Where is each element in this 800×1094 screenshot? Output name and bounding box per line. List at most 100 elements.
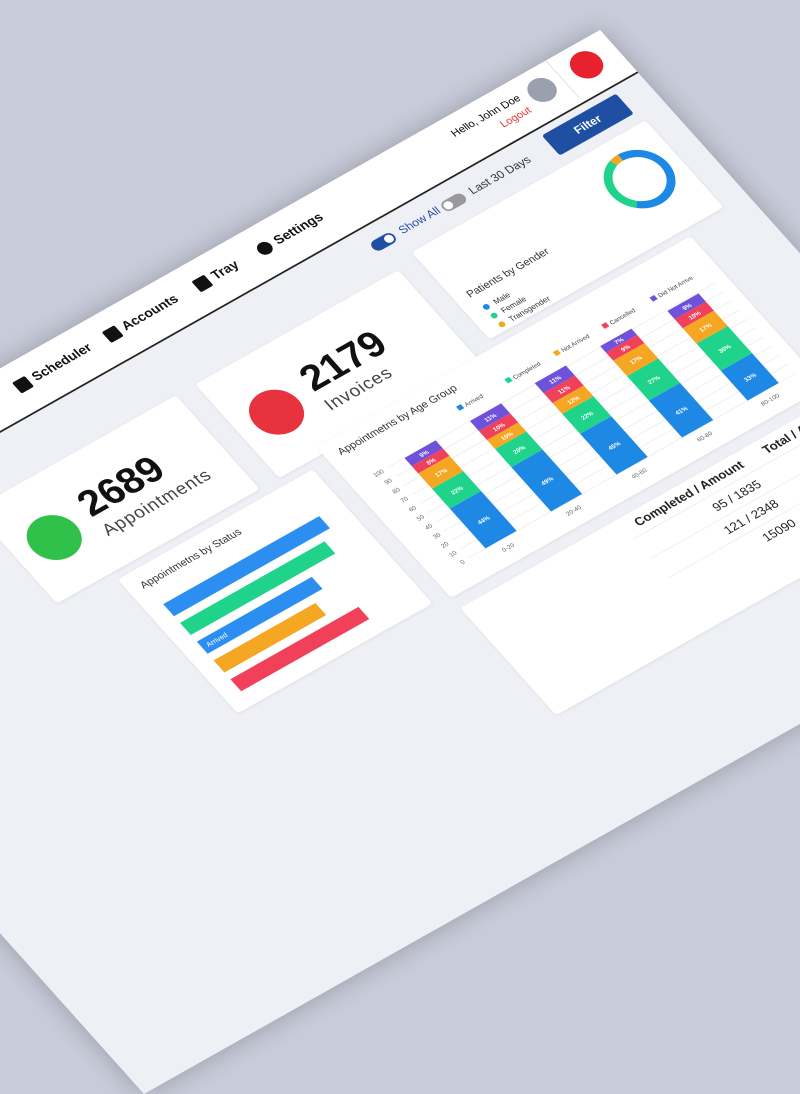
filter-label[interactable]: Filter bbox=[570, 112, 605, 137]
bar-segment bbox=[449, 491, 517, 549]
value-label: 12% bbox=[566, 395, 582, 407]
y-tick-label: 10 bbox=[448, 550, 459, 559]
icon bbox=[253, 239, 276, 257]
value-label: 49% bbox=[540, 475, 556, 487]
bar-segment bbox=[418, 455, 464, 489]
bar-segment bbox=[543, 375, 584, 404]
bar-segment bbox=[600, 328, 638, 353]
legend-label: Cancelled bbox=[608, 307, 637, 326]
nav-item[interactable]: Scheduler bbox=[11, 341, 95, 394]
legend-label: Did Not Arrive bbox=[657, 275, 696, 299]
bar-segment bbox=[511, 449, 583, 512]
nav-item[interactable]: Settings bbox=[253, 210, 327, 257]
bar-segment bbox=[432, 471, 482, 509]
bar-segment bbox=[605, 334, 645, 361]
stat-icon bbox=[15, 506, 93, 569]
bar-segment bbox=[648, 382, 714, 438]
value-label: 10% bbox=[492, 422, 508, 434]
x-tick-label: 0-20 bbox=[501, 542, 517, 554]
y-tick-label: 70 bbox=[399, 495, 410, 504]
x-tick-label: 40-60 bbox=[630, 467, 649, 480]
value-label: 27% bbox=[646, 374, 662, 386]
legend-dot bbox=[498, 321, 506, 328]
y-tick-label: 20 bbox=[440, 541, 451, 550]
bar-segment bbox=[411, 448, 450, 474]
value-label: 11% bbox=[483, 412, 499, 423]
legend-label: Completed bbox=[512, 361, 543, 381]
donut-slice bbox=[603, 160, 638, 208]
bar bbox=[163, 516, 330, 617]
bar-segment bbox=[534, 365, 575, 394]
x-tick-label: 60-80 bbox=[696, 430, 715, 443]
value-label: 22% bbox=[450, 485, 466, 497]
nav-item[interactable]: Tray bbox=[191, 258, 242, 293]
value-label: 17% bbox=[434, 467, 450, 479]
y-tick-label: 50 bbox=[416, 514, 427, 523]
legend-swatch bbox=[601, 322, 610, 329]
legend-swatch bbox=[504, 376, 513, 384]
legend-swatch bbox=[552, 349, 561, 357]
donut-slice bbox=[617, 149, 676, 209]
legend-swatch bbox=[456, 404, 465, 411]
y-tick-label: 80 bbox=[391, 486, 402, 495]
toggle-label[interactable]: Show All bbox=[395, 204, 444, 237]
value-label: 10% bbox=[500, 431, 516, 443]
bar-segment bbox=[495, 431, 543, 468]
value-label: 17% bbox=[698, 322, 714, 334]
nav-label[interactable]: Scheduler bbox=[28, 340, 96, 384]
dashboard: Scheduler Accounts Tray Settings Hello, … bbox=[0, 30, 800, 1094]
stat-icon bbox=[237, 381, 316, 444]
bar-segment bbox=[486, 422, 527, 450]
age-card: Appointmetns by Age Group 0 10 20 30 40 50 60 70… bbox=[316, 236, 800, 599]
bar-segment bbox=[404, 440, 443, 467]
value-label: 44% bbox=[476, 515, 492, 527]
gender-card: Patients by Gender Male Female Transgender bbox=[411, 120, 724, 340]
legend-dot bbox=[482, 304, 490, 310]
avatar[interactable] bbox=[521, 73, 563, 107]
value-label: 11% bbox=[548, 374, 564, 385]
bar-segment bbox=[667, 293, 706, 320]
value-label: 22% bbox=[580, 410, 596, 422]
x-tick-label: 20-40 bbox=[565, 504, 584, 517]
legend-dot bbox=[490, 312, 498, 319]
value-label: 9% bbox=[620, 344, 633, 354]
value-label: 20% bbox=[512, 444, 528, 456]
age-chart: Appointmetns by Age Group010203040506070… bbox=[335, 275, 797, 566]
bar-segment bbox=[580, 416, 648, 475]
nav-label[interactable]: Settings bbox=[270, 210, 327, 248]
bar-segment bbox=[696, 325, 753, 371]
nav-item[interactable]: Accounts bbox=[101, 292, 182, 343]
value-label: 8% bbox=[425, 457, 438, 467]
legend-label: Not Arrived bbox=[560, 333, 592, 354]
value-label: 11% bbox=[557, 384, 573, 395]
y-tick-label: 30 bbox=[432, 532, 443, 541]
bar-segment bbox=[469, 403, 511, 431]
nav-label[interactable]: Accounts bbox=[118, 291, 182, 334]
value-label: 33% bbox=[743, 372, 759, 384]
bar-segment bbox=[674, 301, 714, 329]
nav-label[interactable]: Tray bbox=[207, 257, 243, 283]
icon bbox=[101, 324, 124, 343]
y-tick-label: 0 bbox=[459, 559, 467, 566]
value-label: 9% bbox=[418, 449, 431, 459]
stat-text: 2179 Invoices bbox=[290, 323, 410, 415]
bar-segment bbox=[720, 353, 779, 401]
value-label: 41% bbox=[674, 405, 690, 417]
y-tick-label: 40 bbox=[424, 523, 435, 532]
bar-segment bbox=[552, 385, 594, 414]
icon bbox=[11, 375, 34, 394]
value-label: 17% bbox=[629, 355, 645, 367]
bar-segment bbox=[682, 310, 728, 344]
x-tick-label: 80-100 bbox=[760, 392, 782, 407]
legend-swatch bbox=[649, 294, 658, 302]
user-box: Hello, John Doe Logout bbox=[421, 92, 534, 166]
value-label: 7% bbox=[613, 336, 626, 346]
bell-button[interactable] bbox=[563, 45, 611, 84]
stat-text: 2689 Appointments bbox=[68, 432, 217, 540]
value-label: 10% bbox=[687, 310, 703, 322]
y-tick-label: 60 bbox=[407, 505, 418, 514]
bar-segment bbox=[562, 396, 612, 434]
bar-segment bbox=[478, 413, 519, 441]
legend-label: Arrived bbox=[463, 393, 485, 408]
donut-slice bbox=[609, 154, 624, 166]
